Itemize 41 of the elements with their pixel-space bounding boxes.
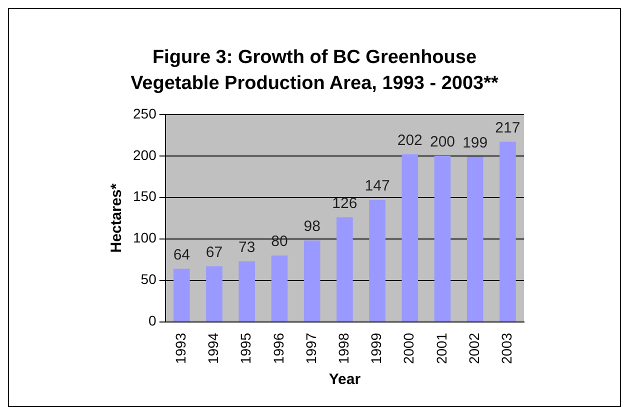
x-tick-label: 1995 bbox=[238, 332, 254, 364]
bar bbox=[369, 200, 386, 322]
data-label: 73 bbox=[238, 238, 256, 256]
x-tick-label: 2003 bbox=[498, 332, 515, 364]
x-tick-label: 2000 bbox=[400, 332, 417, 364]
x-tick-label: 1996 bbox=[270, 332, 286, 364]
data-label: 217 bbox=[495, 119, 520, 136]
x-tick-label: 1997 bbox=[302, 332, 319, 364]
data-label: 98 bbox=[304, 218, 320, 236]
bar bbox=[466, 156, 484, 322]
y-tick-label: 50 bbox=[140, 271, 157, 288]
x-tick-label: 2002 bbox=[466, 332, 482, 364]
chart-title: Figure 3: Growth of BC Greenhouse Vegetable Production Area, 1993 - 2003** bbox=[130, 46, 500, 96]
data-label: 202 bbox=[397, 132, 422, 149]
y-tick-label: 150 bbox=[133, 188, 157, 204]
x-axis-title: Year bbox=[328, 371, 361, 388]
y-tick-label: 0 bbox=[148, 312, 157, 329]
bar bbox=[238, 261, 256, 322]
data-label: 64 bbox=[173, 246, 190, 264]
x-tick-label: 1994 bbox=[205, 332, 222, 364]
data-label: 147 bbox=[364, 178, 390, 195]
bar bbox=[174, 268, 190, 322]
bar bbox=[500, 142, 516, 322]
y-axis-title: Hectares* bbox=[108, 183, 126, 253]
bar bbox=[434, 156, 451, 322]
data-label: 126 bbox=[332, 194, 358, 212]
x-tick-label: 2001 bbox=[433, 332, 450, 364]
y-tick-label: 200 bbox=[133, 146, 157, 163]
x-tick-label: 1998 bbox=[336, 332, 352, 364]
x-tick-label: 1999 bbox=[368, 332, 384, 364]
bar bbox=[271, 255, 288, 322]
data-label: 199 bbox=[462, 134, 488, 152]
x-tick-label: 1993 bbox=[172, 332, 189, 364]
y-tick-label: 250 bbox=[133, 105, 157, 122]
bar bbox=[336, 217, 353, 322]
bar bbox=[402, 154, 418, 322]
y-tick-label: 100 bbox=[133, 230, 157, 246]
data-label: 67 bbox=[206, 244, 223, 261]
bar bbox=[304, 240, 320, 322]
data-label: 200 bbox=[430, 134, 456, 151]
bar bbox=[206, 266, 222, 322]
